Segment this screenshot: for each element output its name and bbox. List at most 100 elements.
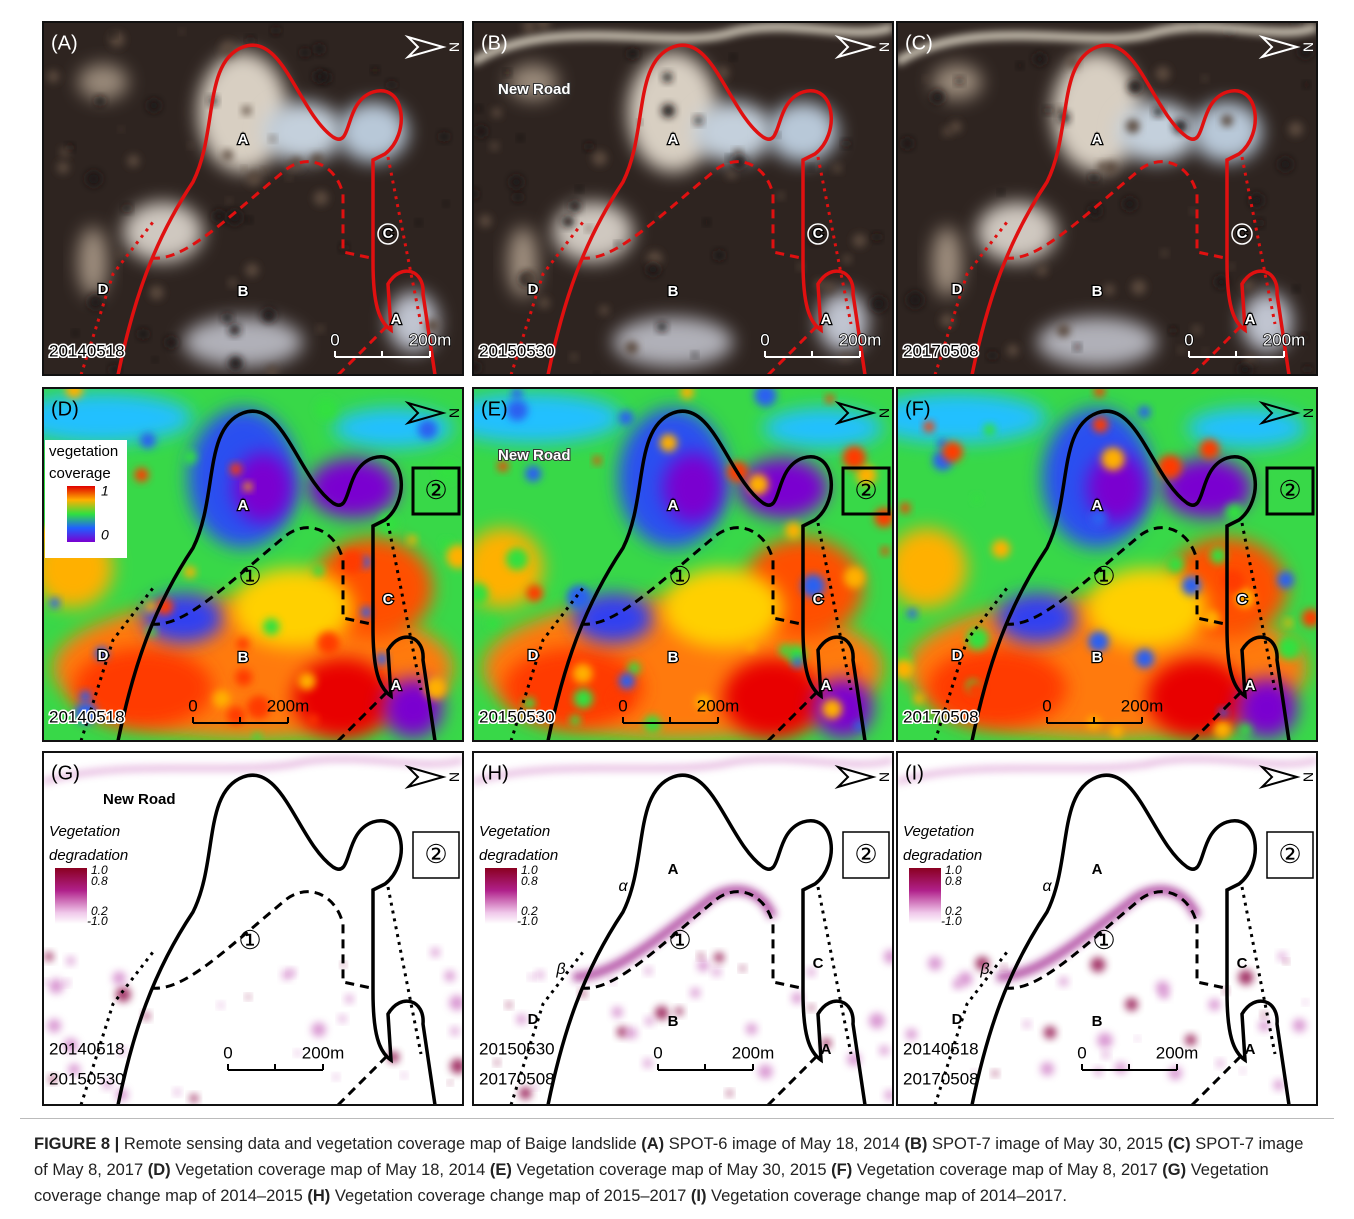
degradation-spot <box>333 1074 338 1079</box>
degradation-spot <box>516 1014 526 1024</box>
scale-label: 200m <box>1263 330 1306 349</box>
caption-bold: (G) <box>1162 1161 1186 1179</box>
terrain-speck <box>956 77 963 84</box>
coverage-speck <box>50 598 60 608</box>
degradation-spot <box>884 950 898 964</box>
terrain-speck <box>585 143 593 151</box>
terrain-speck <box>469 362 480 373</box>
date-label: 20150530 <box>479 1039 555 1058</box>
terrain-speck <box>1202 76 1208 82</box>
caption-bold: (E) <box>490 1161 512 1179</box>
greek-label: β <box>555 961 565 978</box>
terrain-speck <box>1131 280 1146 295</box>
terrain-speck <box>1097 162 1107 172</box>
terrain-patch <box>263 102 343 162</box>
region-label: C <box>1237 225 1248 242</box>
figure-caption: FIGURE 8 | Remote sensing data and veget… <box>20 1118 1334 1209</box>
terrain-speck <box>86 171 101 186</box>
legend-tick: 0.8 <box>91 874 108 888</box>
panel-label: (H) <box>481 762 509 784</box>
road-label: New Road <box>498 81 571 98</box>
coverage-speck <box>900 503 910 513</box>
degradation-spot <box>1059 977 1068 986</box>
terrain-speck <box>242 166 246 170</box>
coverage-speck <box>507 400 528 421</box>
degradation-spot <box>808 1005 814 1011</box>
zone-label: ① <box>238 561 261 591</box>
terrain-speck <box>628 49 638 59</box>
degradation-spot <box>992 1070 998 1076</box>
degradation-spot <box>1097 1033 1113 1049</box>
terrain-speck <box>1045 107 1052 114</box>
terrain-speck <box>317 326 324 333</box>
terrain-speck <box>662 104 675 117</box>
terrain-speck <box>902 138 913 149</box>
coverage-speck <box>467 583 488 604</box>
terrain-patch <box>78 64 128 100</box>
degradation-spot <box>282 970 292 980</box>
coverage-speck <box>914 694 924 704</box>
coverage-speck <box>972 494 981 503</box>
coverage-speck <box>140 433 156 449</box>
panel: (G)N2014051820150530New Road①②Vegetation… <box>43 752 465 1105</box>
coverage-speck <box>487 618 498 629</box>
terrain-speck <box>504 70 510 76</box>
zone-label: ② <box>1278 475 1301 505</box>
region-label: A <box>238 131 249 148</box>
region-label: A <box>668 131 679 148</box>
degradation-spot <box>792 992 803 1003</box>
coverage-speck <box>1200 439 1219 458</box>
coverage-blob <box>443 393 623 443</box>
coverage-speck <box>843 446 866 469</box>
panel-label: (F) <box>905 398 931 420</box>
scale-label: 200m <box>302 1043 345 1062</box>
zone-label: ① <box>1092 561 1115 591</box>
terrain-speck <box>245 263 258 276</box>
terrain-speck <box>808 165 813 170</box>
figure: (A)N20140518ABCDA0200m(B)N20150530New Ro… <box>0 0 1354 1112</box>
region-label: D <box>952 647 963 664</box>
degradation-spot <box>1090 957 1105 972</box>
coverage-speck <box>644 715 661 732</box>
degradation-spot <box>1274 1080 1285 1091</box>
degradation-spot <box>645 1017 654 1026</box>
terrain-speck <box>262 308 276 322</box>
terrain-speck <box>843 255 851 263</box>
coverage-speck <box>1277 571 1294 588</box>
degradation-spot <box>1135 1037 1139 1041</box>
degradation-spot <box>1094 1067 1102 1075</box>
coverage-speck <box>1093 417 1108 432</box>
degradation-spot <box>1156 981 1169 994</box>
coverage-speck <box>785 522 802 539</box>
region-label: C <box>383 225 394 242</box>
caption-text: Vegetation coverage map of May 18, 2014 <box>175 1161 485 1179</box>
terrain-speck <box>60 147 70 157</box>
terrain-speck <box>625 341 638 354</box>
coverage-speck <box>567 585 591 609</box>
north-label: N <box>1300 42 1316 52</box>
terrain-speck <box>873 233 881 241</box>
terrain-speck <box>127 155 139 167</box>
terrain-speck <box>662 72 672 82</box>
terrain-speck <box>731 55 736 60</box>
coverage-speck <box>746 641 756 651</box>
north-label: N <box>1300 408 1316 418</box>
coverage-speck <box>907 609 917 619</box>
terrain-speck <box>777 192 784 199</box>
degradation-spot <box>958 972 972 986</box>
legend-scale <box>67 486 95 542</box>
terrain-speck <box>246 217 251 222</box>
legend-tick: -1.0 <box>87 914 108 928</box>
terrain-speck <box>270 136 276 142</box>
terrain-speck <box>228 356 243 371</box>
panel-label: (C) <box>905 32 933 54</box>
terrain-speck <box>1161 250 1167 256</box>
terrain-patch <box>338 102 408 162</box>
coverage-speck <box>253 733 261 741</box>
terrain-speck <box>242 106 251 115</box>
north-label: N <box>876 772 892 782</box>
region-label: A <box>1092 497 1103 514</box>
terrain-speck <box>1017 63 1022 68</box>
terrain-speck <box>1037 265 1048 276</box>
terrain-speck <box>227 198 232 203</box>
